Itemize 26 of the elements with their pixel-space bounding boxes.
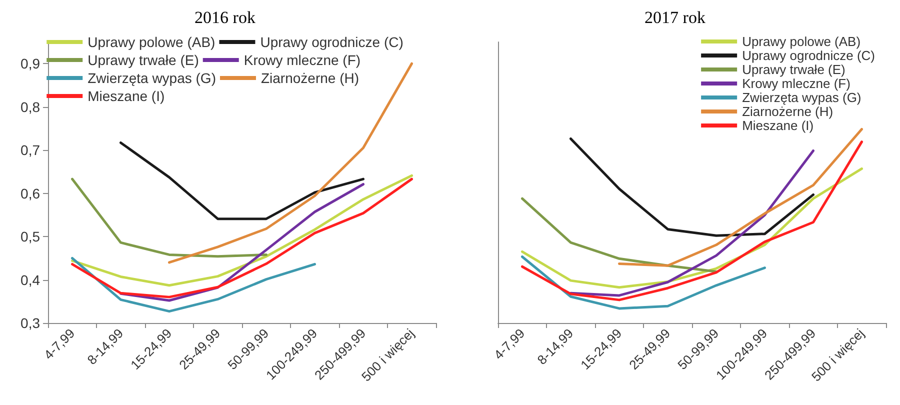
chart-title: 2017 rok [644,8,706,27]
line-series [120,141,364,220]
y-tick-label: 0,8 [20,98,40,115]
legend-label: Uprawy trwałe (E) [742,62,846,77]
legend-label: Uprawy ogrodnicze (C) [260,34,404,50]
chart-title: 2016 rok [194,8,256,27]
legend-label: Ziarnożerne (H) [260,70,360,86]
legend-label: Zwierzęta wypas (G) [742,90,862,105]
legend-label: Uprawy polowe (AB) [742,34,861,49]
y-tick-label: 0,3 [20,315,40,331]
legend-label: Krowy mleczne (F) [742,76,850,91]
legend-label: Ziarnożerne (H) [742,104,834,119]
legend-label: Zwierzęta wypas (G) [88,70,216,86]
legend-label: Mieszane (I) [88,88,165,104]
legend-label: Uprawy polowe (AB) [88,34,216,50]
legend-label: Krowy mleczne (F) [244,52,361,68]
y-tick-label: 0,7 [20,142,40,158]
line-series [71,178,268,258]
legend-label: Uprawy ogrodnicze (C) [742,48,876,63]
y-tick-label: 0,6 [20,185,40,202]
legend-label: Mieszane (I) [742,118,814,133]
legend-label: Uprawy trwałe (E) [88,52,199,68]
line-series [71,256,316,313]
y-tick-label: 0,9 [20,56,40,72]
y-tick-label: 0,4 [20,272,40,288]
y-tick-label: 0,5 [20,228,40,245]
